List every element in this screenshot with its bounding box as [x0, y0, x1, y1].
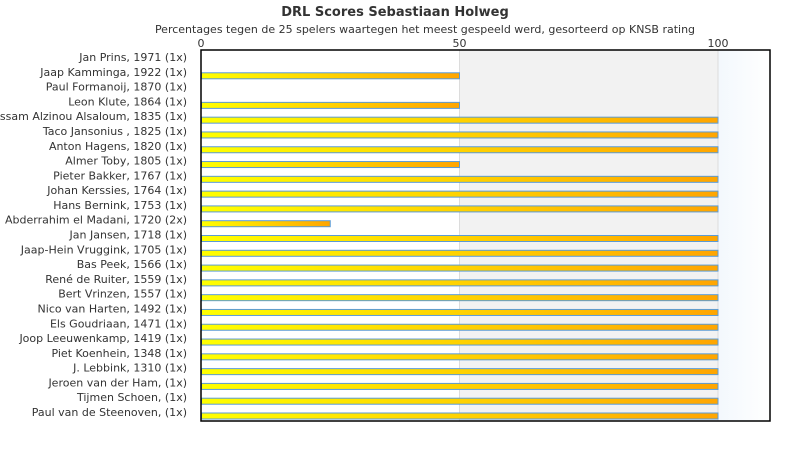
bar: [201, 220, 331, 228]
bar: [201, 279, 719, 287]
bar: [201, 249, 719, 257]
bar: [201, 190, 719, 198]
category-label: Anton Hagens, 1820 (1x): [49, 140, 187, 153]
category-label: Paul Formanoij, 1870 (1x): [46, 81, 187, 94]
category-label: Jeroen van der Ham, (1x): [47, 376, 187, 389]
bar: [201, 101, 460, 109]
category-label: Pieter Bakker, 1767 (1x): [53, 169, 187, 182]
bar: [201, 235, 719, 242]
bar: [201, 368, 719, 376]
category-label: Hans Bernink, 1753 (1x): [53, 199, 187, 212]
x-tick-label: 50: [453, 37, 467, 50]
category-label: Johan Kerssies, 1764 (1x): [46, 184, 187, 197]
category-label: J. Lebbink, 1310 (1x): [72, 362, 187, 375]
category-label: René de Ruiter, 1559 (1x): [45, 273, 187, 286]
bar: [201, 131, 719, 139]
bar: [201, 294, 719, 302]
bar: [201, 397, 719, 405]
category-label: Jaap Kamminga, 1922 (1x): [39, 66, 187, 79]
chart-subtitle: Percentages tegen de 25 spelers waartege…: [155, 23, 695, 36]
category-label: Nico van Harten, 1492 (1x): [38, 302, 187, 315]
bar: [201, 146, 719, 154]
x-tick-label: 100: [708, 37, 729, 50]
bar: [201, 338, 719, 346]
bar: [201, 353, 719, 361]
bar: [201, 116, 719, 124]
category-label: Jan Jansen, 1718 (1x): [69, 229, 187, 242]
x-tick-label: 0: [198, 37, 205, 50]
category-label: Els Goudriaan, 1471 (1x): [50, 317, 187, 330]
category-label: Bert Vrinzen, 1557 (1x): [58, 288, 187, 301]
category-label: Jan Prins, 1971 (1x): [78, 51, 187, 64]
category-label: Piet Koenhein, 1348 (1x): [51, 347, 187, 360]
bar: [201, 161, 460, 169]
bar: [201, 382, 719, 390]
category-label: Abderrahim el Madani, 1720 (2x): [5, 214, 187, 227]
bar: [201, 308, 719, 316]
bar: [201, 205, 719, 213]
bar: [201, 175, 719, 183]
category-label: Jaap-Hein Vruggink, 1705 (1x): [20, 243, 187, 256]
category-label: Leon Klute, 1864 (1x): [68, 95, 187, 108]
plot-border: [200, 49, 771, 422]
bar: [201, 412, 719, 420]
category-label: Taco Jansonius , 1825 (1x): [42, 125, 187, 138]
category-label: Paul van de Steenoven, (1x): [32, 406, 187, 419]
plot-band-tail: [718, 50, 770, 421]
category-label: Almer Toby, 1805 (1x): [65, 155, 187, 168]
chart-title: DRL Scores Sebastiaan Holweg: [281, 5, 509, 20]
bar: [201, 323, 719, 331]
category-label: Joop Leeuwenkamp, 1419 (1x): [18, 332, 187, 345]
bar: [201, 264, 719, 272]
category-label: Tijmen Schoen, (1x): [76, 391, 187, 404]
category-label: Hussam Alzinou Alsaloum, 1835 (1x): [0, 110, 187, 123]
category-label: Bas Peek, 1566 (1x): [77, 258, 187, 271]
bar: [201, 72, 460, 80]
